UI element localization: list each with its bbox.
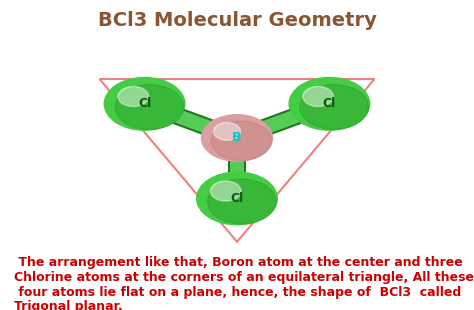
Circle shape bbox=[289, 78, 370, 130]
Circle shape bbox=[210, 181, 241, 201]
Text: The arrangement like that, Boron atom at the center and three: The arrangement like that, Boron atom at… bbox=[14, 256, 463, 269]
Text: Trigonal planar.: Trigonal planar. bbox=[14, 300, 123, 310]
Circle shape bbox=[201, 115, 273, 161]
Text: four atoms lie flat on a plane, hence, the shape of  BCl3  called: four atoms lie flat on a plane, hence, t… bbox=[14, 286, 462, 299]
Text: BCl3 Molecular Geometry: BCl3 Molecular Geometry bbox=[98, 11, 376, 30]
Circle shape bbox=[303, 86, 333, 106]
Text: Cl: Cl bbox=[230, 192, 244, 205]
Text: Chlorine atoms at the corners of an equilateral triangle, All these: Chlorine atoms at the corners of an equi… bbox=[14, 271, 474, 284]
Text: Cl: Cl bbox=[138, 97, 151, 110]
Circle shape bbox=[213, 122, 240, 140]
Circle shape bbox=[118, 86, 149, 106]
Text: B: B bbox=[232, 131, 242, 144]
Circle shape bbox=[115, 85, 183, 129]
Circle shape bbox=[104, 78, 185, 130]
Circle shape bbox=[300, 85, 368, 129]
Text: Cl: Cl bbox=[323, 97, 336, 110]
Circle shape bbox=[208, 179, 276, 224]
Circle shape bbox=[197, 172, 277, 225]
Circle shape bbox=[211, 121, 272, 161]
